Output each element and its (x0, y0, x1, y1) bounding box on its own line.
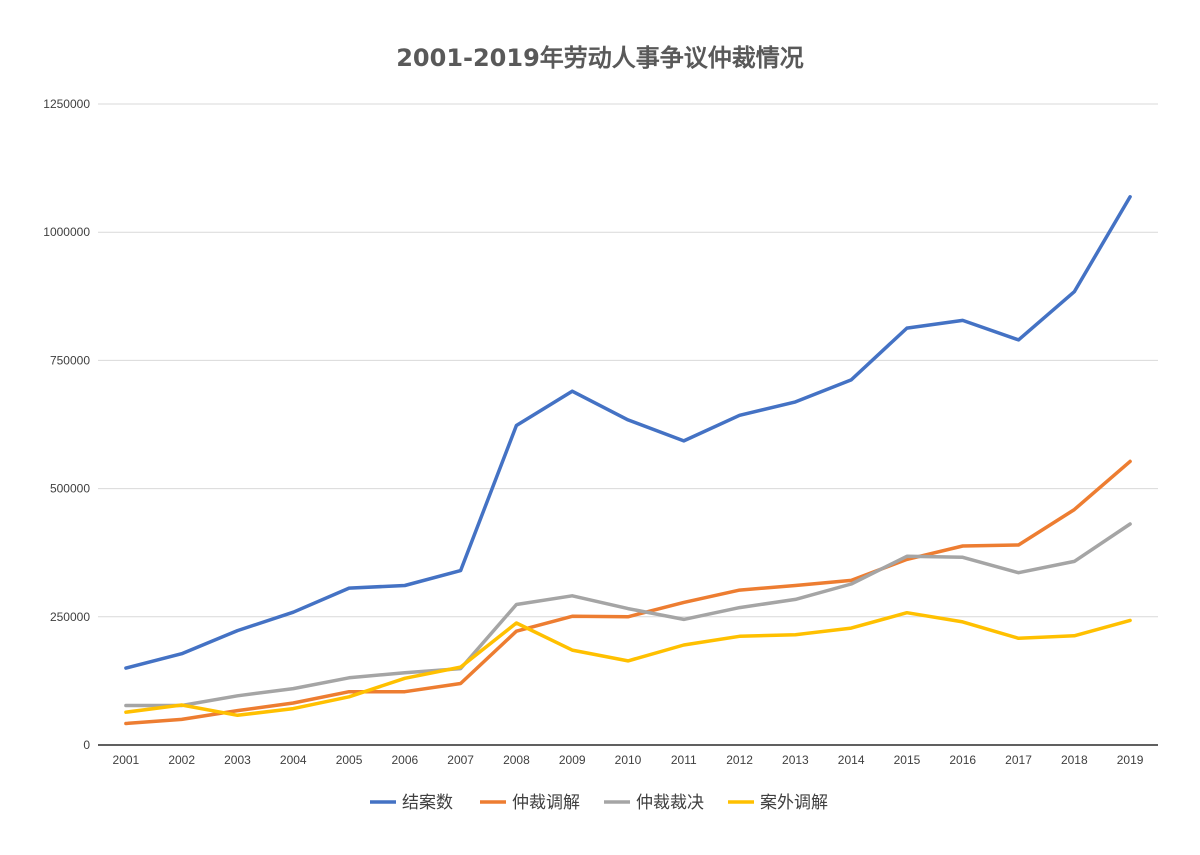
x-tick-label: 2002 (168, 753, 195, 767)
series-line (124, 522, 1132, 708)
x-axis-ticks: 2001 2002 2003 2004 2005 2006 2007 2008 2009 2010… (113, 753, 1144, 767)
legend-item: 结案数 (370, 793, 453, 813)
y-tick-label: 750000 (50, 353, 90, 367)
legend-item: 仲裁调解 (480, 793, 580, 813)
x-tick-label: 2017 (1005, 753, 1032, 767)
x-tick-label: 2005 (336, 753, 363, 767)
x-tick-label: 2010 (615, 753, 642, 767)
x-tick-label: 2004 (280, 753, 307, 767)
x-tick-label: 2015 (894, 753, 921, 767)
y-tick-label: 500000 (50, 482, 90, 496)
x-tick-label: 2018 (1061, 753, 1088, 767)
series-line (124, 610, 1132, 718)
y-tick-label: 0 (83, 738, 90, 752)
y-tick-label: 1250000 (43, 97, 90, 111)
series-line (124, 459, 1132, 726)
legend-label: 仲裁裁决 (636, 793, 704, 813)
x-tick-label: 2009 (559, 753, 586, 767)
legend-label: 结案数 (402, 793, 453, 813)
x-tick-label: 2012 (726, 753, 753, 767)
x-tick-label: 2003 (224, 753, 251, 767)
x-tick-label: 2013 (782, 753, 809, 767)
series-lines (124, 195, 1132, 726)
legend-label: 仲裁调解 (512, 793, 580, 813)
x-tick-label: 2001 (113, 753, 140, 767)
x-tick-label: 2016 (949, 753, 976, 767)
y-axis-ticks: 0 250000 500000 750000 1000000 1250000 (43, 97, 90, 752)
gridlines (98, 103, 1158, 618)
series-line (124, 195, 1132, 670)
x-tick-label: 2019 (1117, 753, 1144, 767)
x-tick-label: 2007 (447, 753, 474, 767)
x-tick-label: 2006 (391, 753, 418, 767)
legend: 结案数 仲裁调解 仲裁裁决 案外调解 (370, 793, 828, 813)
y-tick-label: 1000000 (43, 225, 90, 239)
x-tick-label: 2014 (838, 753, 865, 767)
x-tick-label: 2008 (503, 753, 530, 767)
legend-label: 案外调解 (760, 793, 828, 813)
legend-item: 案外调解 (728, 793, 828, 813)
x-tick-label: 2011 (671, 753, 697, 767)
legend-item: 仲裁裁决 (604, 793, 704, 813)
y-tick-label: 250000 (50, 610, 90, 624)
chart-title: 2001-2019年劳动人事争议仲裁情况 (396, 44, 804, 72)
